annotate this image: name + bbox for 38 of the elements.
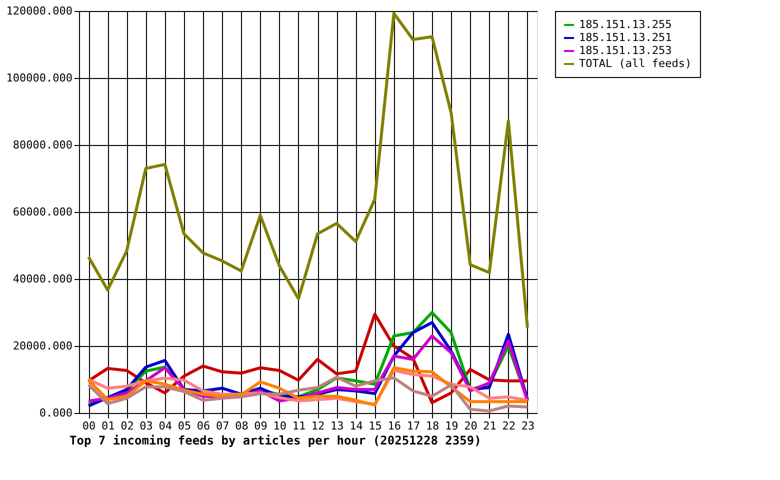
y-tick-label: 0.000 (39, 406, 72, 420)
x-tick-label: 08 (235, 420, 248, 432)
x-tick-label: 21 (483, 420, 496, 432)
x-tick-label: 06 (196, 420, 210, 432)
x-tick-label: 04 (158, 420, 172, 432)
x-tick-label: 00 (82, 420, 96, 432)
x-tick-label: 18 (426, 420, 440, 432)
x-tick-label: 03 (140, 420, 153, 432)
y-tick-label: 120000.000 (6, 4, 72, 18)
x-tick-label: 19 (445, 420, 458, 432)
y-tick-label: 40000.000 (12, 272, 72, 286)
x-tick-label: 10 (273, 420, 286, 432)
x-tick-label: 02 (120, 420, 134, 432)
x-tick-label: 15 (368, 420, 382, 432)
line-series (87, 376, 529, 412)
y-tick-label: 80000.000 (12, 138, 72, 152)
line-series (87, 12, 529, 330)
y-tick-label: 60000.000 (12, 206, 72, 218)
x-tick-label: 14 (350, 420, 364, 432)
x-tick-label: 07 (216, 420, 230, 432)
x-tick-label: 12 (311, 420, 325, 432)
x-tick-label: 05 (178, 420, 192, 432)
legend-label: 185.151.13.251 (579, 31, 672, 44)
x-tick-label: 16 (388, 420, 401, 432)
x-axis-title: Top 7 incoming feeds by articles per hour (20251228 2359) (70, 434, 482, 448)
x-tick-label: 11 (292, 420, 306, 432)
legend-label: 185.151.13.253 (579, 44, 672, 57)
x-tick-label: 22 (502, 420, 516, 432)
x-tick-label: 01 (102, 420, 115, 432)
x-tick-label: 20 (464, 420, 478, 432)
x-tick-label: 23 (521, 420, 535, 432)
legend-label: 185.151.13.255 (579, 18, 672, 31)
x-tick-label: 13 (330, 420, 344, 432)
legend-label: TOTAL (all feeds) (579, 57, 692, 70)
x-tick-label: 09 (254, 420, 268, 432)
y-tick-label: 100000.000 (6, 72, 72, 84)
x-tick-label: 17 (406, 420, 420, 432)
y-tick-label: 20000.000 (12, 340, 72, 352)
